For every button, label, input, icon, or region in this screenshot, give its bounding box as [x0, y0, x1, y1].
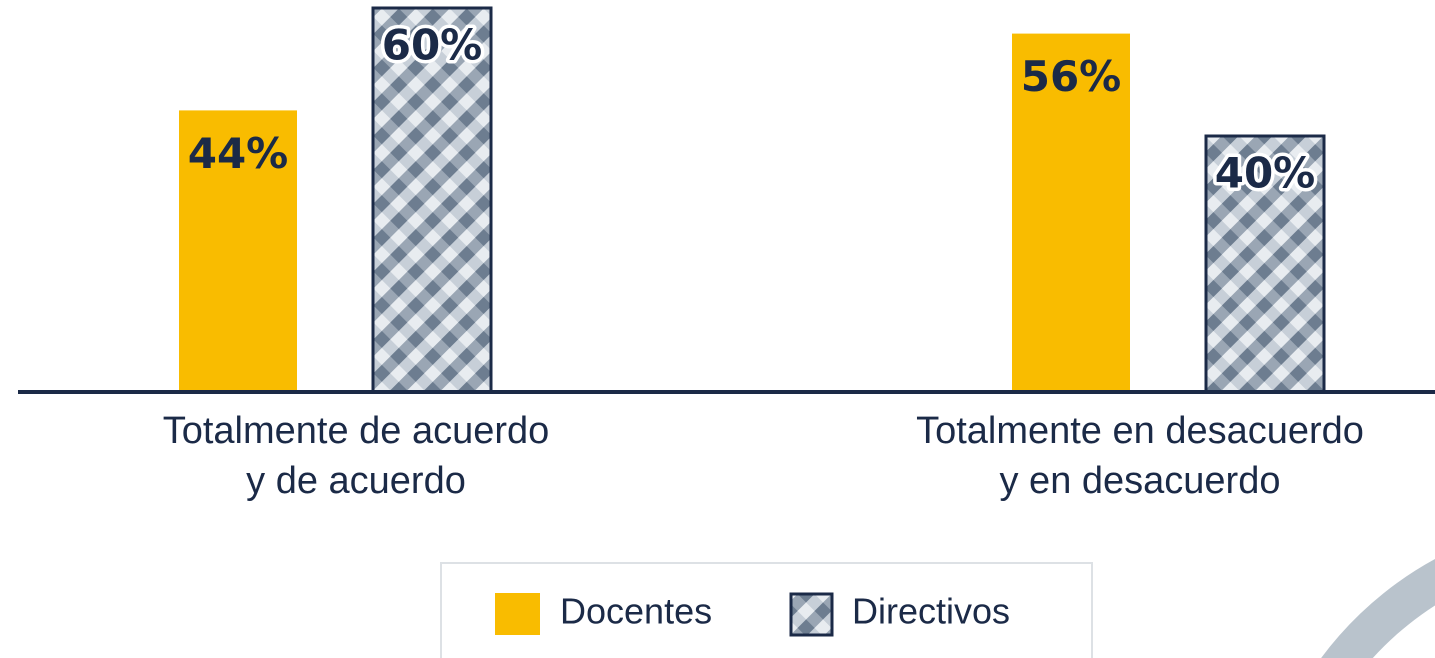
legend-swatch	[789, 592, 834, 637]
legend-swatch	[495, 593, 540, 635]
value-label: 44%	[188, 129, 289, 178]
value-label: 40%	[1215, 149, 1316, 198]
bar	[1012, 33, 1130, 392]
bar	[179, 110, 297, 393]
value-label: 60%	[382, 21, 483, 70]
value-label: 56%	[1021, 52, 1122, 101]
legend-label: Directivos	[852, 591, 1010, 632]
x-tick-label: Totalmente en desacuerdo y en desacuerdo	[916, 410, 1364, 502]
decoration-arc	[1321, 559, 1435, 658]
bar	[371, 6, 493, 394]
bar	[1204, 134, 1326, 394]
x-tick-label: Totalmente de acuerdo y de acuerdo	[162, 410, 550, 502]
legend-label: Docentes	[560, 591, 712, 632]
legend-box	[440, 562, 1093, 658]
